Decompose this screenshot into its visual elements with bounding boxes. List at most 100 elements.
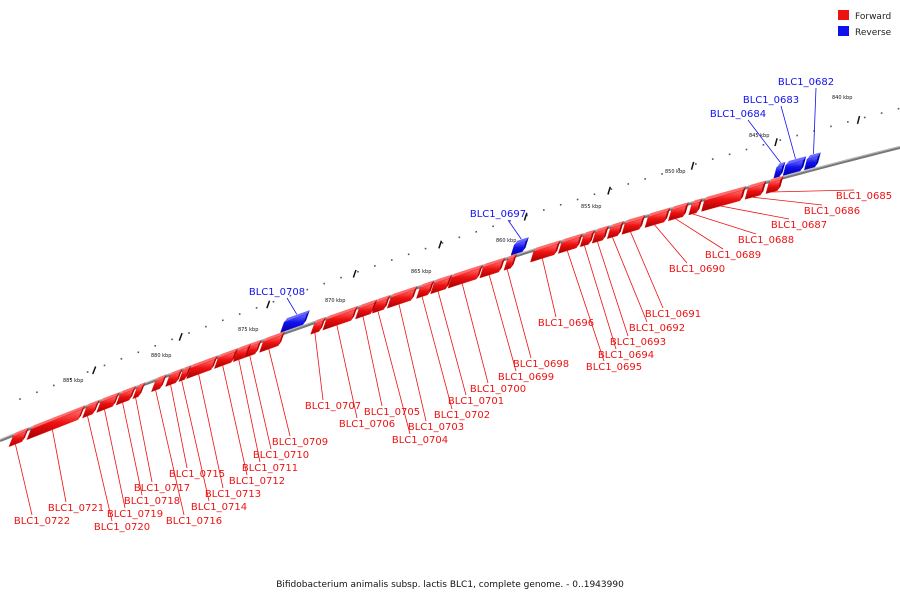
gene-blc1-0683[interactable]: BLC1_0683 [743,95,807,176]
scale-tick [266,300,271,309]
gene-blc1-0705[interactable]: BLC1_0705 [355,299,420,418]
gene-label: BLC1_0702 [434,410,490,421]
gene-body-top [583,229,595,237]
gene-blc1-0682[interactable]: BLC1_0682 [778,77,834,171]
gene-blc1-0712[interactable]: BLC1_0712 [213,348,285,487]
gene-blc1-0717[interactable]: BLC1_0717 [132,382,190,494]
gene-body [386,289,415,309]
gene-blc1-0684[interactable]: BLC1_0684 [710,109,786,179]
gene-blc1-0685[interactable]: BLC1_0685 [765,175,892,202]
gene-blc1-0699[interactable]: BLC1_0699 [479,257,554,384]
gene-blc1-0687[interactable]: BLC1_0687 [701,186,827,231]
gene-blc1-0695[interactable]: BLC1_0695 [557,233,642,373]
gene-body-end [576,233,583,248]
gene-body [591,229,607,244]
gene-body [503,257,515,271]
gene-label: BLC1_0684 [710,109,766,120]
gene-label: BLC1_0695 [586,362,642,373]
scale-ticks [92,115,861,375]
gene-blc1-0697[interactable]: BLC1_0697 [470,209,529,256]
gene-leader-line [170,384,188,469]
scale-dot [492,225,494,228]
gene-blc1-0690[interactable]: BLC1_0690 [644,207,725,276]
gene-body-end [588,229,595,245]
gene-blc1-0714[interactable]: BLC1_0714 [178,365,247,513]
gene-body-top [119,385,136,395]
gene-blc1-0711[interactable]: BLC1_0711 [232,343,298,474]
scale-tick [690,161,695,170]
gene-blc1-0713[interactable]: BLC1_0713 [186,355,262,501]
gene-blc1-0702[interactable]: BLC1_0702 [416,280,490,421]
gene-blc1-0706[interactable]: BLC1_0706 [322,306,395,430]
gene-body-end [602,225,609,241]
gene-blc1-0721[interactable]: BLC1_0721 [26,405,104,514]
scale-dot [289,294,292,297]
gene-label: BLC1_0711 [242,463,298,474]
gene-blc1-0688[interactable]: BLC1_0688 [688,198,794,246]
scale-tick [92,366,97,375]
legend-forward-label: Forward [855,12,891,22]
gene-blc1-0709[interactable]: BLC1_0709 [259,331,328,448]
scale-dot [238,313,241,315]
gene-body-end [159,374,167,389]
gene-blc1-0710[interactable]: BLC1_0710 [244,339,310,461]
gene-label: BLC1_0706 [339,419,395,430]
gene-body [151,377,165,393]
gene-leader-line [461,283,489,384]
scale-dot [897,107,900,110]
gene-blc1-0720[interactable]: BLC1_0720 [82,399,150,533]
scale-dot [441,242,444,244]
gene-blc1-0689[interactable]: BLC1_0689 [668,202,761,261]
scale-tick [352,269,357,278]
scale-dots [19,107,900,400]
gene-body [165,372,180,387]
scale-dot [306,288,309,291]
gene-leader-line [268,348,291,437]
scale-dot [762,143,765,146]
gene-blc1-0696[interactable]: BLC1_0696 [530,240,594,329]
gene-blc1-0719[interactable]: BLC1_0719 [96,392,164,520]
gene-label: BLC1_0713 [205,489,261,500]
gene-blc1-0686[interactable]: BLC1_0686 [744,180,860,218]
gene-body [557,237,580,254]
scale-dot [390,259,393,261]
gene-label: BLC1_0716 [166,516,222,527]
gene-blc1-0698[interactable]: BLC1_0698 [503,253,569,370]
gene-body-end [210,355,218,370]
gene-blc1-0703[interactable]: BLC1_0703 [386,285,464,433]
gene-blc1-0707[interactable]: BLC1_0707 [305,317,361,412]
scale-dot [340,276,342,279]
scale-dot [120,358,123,360]
scale-label-840: 840 kbp [832,95,852,101]
gene-body-top [514,237,529,245]
scale-dot [745,148,748,151]
gene-body-end [21,427,29,442]
gene-body [606,224,622,239]
gene-blc1-0693[interactable]: BLC1_0693 [591,225,666,349]
gene-blc1-0718[interactable]: BLC1_0718 [115,385,180,507]
gene-body-top [182,365,192,372]
scale-dot [576,198,579,201]
gene-body-end [739,186,746,201]
gene-blc1-0700[interactable]: BLC1_0700 [447,264,526,395]
gene-leader-line [377,311,411,435]
scale-dot [847,121,849,123]
gene-blc1-0722[interactable]: BLC1_0722 [8,427,70,527]
gene-blc1-0694[interactable]: BLC1_0694 [579,229,654,361]
gene-blc1-0704[interactable]: BLC1_0704 [371,295,448,446]
gene-blc1-0691[interactable]: BLC1_0691 [621,214,701,320]
gene-blc1-0715[interactable]: BLC1_0715 [165,368,226,480]
gene-body [232,346,249,363]
gene-blc1-0692[interactable]: BLC1_0692 [606,221,685,334]
gene-body-end [664,207,671,222]
gene-blc1-0716[interactable]: BLC1_0716 [151,374,222,527]
scale-dot [19,398,21,400]
gene-body [782,160,804,176]
scale-dot [559,203,562,206]
scale-dot [374,265,376,267]
gene-blc1-0701[interactable]: BLC1_0701 [430,274,505,408]
gene-label: BLC1_0710 [253,450,309,461]
gene-body-top [671,202,689,211]
gene-blc1-0708[interactable]: BLC1_0708 [249,287,310,333]
gene-body-top [218,348,238,359]
